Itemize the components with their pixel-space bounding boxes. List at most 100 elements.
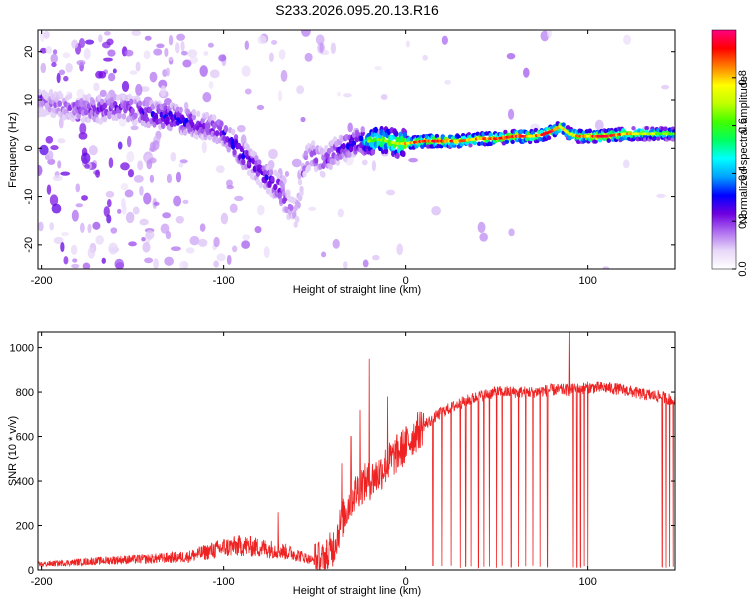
colorbar-tick-label: 0.4 [737, 166, 749, 181]
heatmap-cell [75, 203, 84, 208]
heatmap-cell [170, 246, 181, 252]
heatmap-cell [84, 163, 90, 169]
heatmap-cell [125, 211, 135, 224]
heatmap-cell [76, 60, 86, 66]
heatmap-cell [75, 183, 81, 193]
heatmap-cell [87, 246, 96, 259]
heatmap-cell [468, 143, 473, 148]
heatmap-cell [310, 140, 316, 147]
heatmap-cell [268, 148, 278, 160]
heatmap-cell [321, 171, 326, 178]
heatmap-cell [271, 39, 278, 45]
heatmap-cell [133, 119, 138, 126]
heatmap-cell [128, 98, 134, 106]
heatmap-cell [95, 235, 104, 245]
heatmap-cell [254, 226, 262, 234]
heatmap-cell [257, 35, 267, 45]
heatmap-cell [237, 124, 246, 133]
heatmap-cell [587, 128, 593, 134]
heatmap-cell [422, 54, 428, 61]
heatmap-cell [503, 129, 508, 135]
heatmap-cell [672, 129, 675, 134]
snr-panel: -200 -100 0 100 0 200 400 600 800 1000 Height of… [7, 331, 676, 597]
heatmap-cell [304, 52, 313, 62]
heatmap-cell [92, 221, 101, 230]
heatmap-cell [45, 46, 53, 54]
heatmap-cell [220, 212, 229, 225]
snr-x-tick-label: 100 [578, 576, 596, 588]
heatmap-cell [166, 173, 173, 184]
heatmap-cell [284, 171, 290, 177]
heatmap-cell [102, 115, 108, 123]
heatmap-cell [380, 94, 388, 100]
heatmap-cell [190, 121, 195, 128]
spectrogram-frame [37, 29, 676, 270]
heatmap-cell [115, 262, 125, 269]
heatmap-cell [121, 113, 127, 120]
heatmap-cell [206, 122, 211, 129]
heatmap-cell [348, 145, 354, 153]
heatmap-cell [165, 67, 170, 77]
heatmap-cell [241, 158, 246, 166]
heatmap-cell [149, 71, 158, 83]
heatmap-cell [225, 179, 233, 188]
heatmap-cell [508, 228, 515, 237]
heatmap-cell [408, 157, 418, 163]
heatmap-cell [47, 150, 54, 161]
heatmap-cell [383, 147, 389, 155]
heatmap-cell [401, 150, 406, 158]
heatmap-cell [149, 174, 155, 183]
heatmap-cell [80, 152, 91, 164]
spectrogram-x-label: Height of straight line (km) [293, 284, 421, 296]
heatmap-cell [507, 108, 515, 120]
heatmap-cell [372, 254, 380, 261]
heatmap-cell [63, 75, 69, 82]
heatmap-cell [57, 138, 66, 144]
heatmap-cell [292, 212, 297, 219]
heatmap-cell [83, 48, 91, 60]
heatmap-cell [179, 260, 189, 269]
spectrogram-y-ticks: -20 -10 0 10 20 [23, 46, 675, 253]
heatmap-cell [129, 70, 138, 75]
heatmap-cell [130, 125, 139, 131]
heatmap-cell [137, 100, 143, 107]
heatmap-cell [93, 82, 100, 92]
heatmap-cell [120, 183, 129, 191]
heatmap-cell [244, 88, 252, 95]
heatmap-cell [395, 152, 400, 159]
heatmap-cell [276, 172, 281, 179]
heatmap-cell [278, 49, 286, 60]
spectrogram-y-tick-label: -20 [23, 237, 35, 253]
heatmap-cell [103, 57, 113, 62]
heatmap-cell [124, 189, 134, 198]
heatmap-cell [56, 72, 61, 84]
heatmap-cell [86, 93, 92, 100]
heatmap-cell [444, 79, 451, 85]
heatmap-cell [254, 155, 259, 162]
heatmap-cell [244, 40, 250, 51]
heatmap-cell [631, 126, 636, 131]
heatmap-cell [70, 244, 78, 255]
heatmap-cell [71, 39, 79, 49]
heatmap-cell [99, 89, 107, 98]
heatmap-cell [130, 107, 135, 115]
heatmap-cell [168, 35, 174, 46]
heatmap-cell [61, 231, 69, 237]
heatmap-cell [296, 85, 305, 95]
heatmap-cell [506, 52, 516, 60]
snr-series-line [38, 332, 675, 570]
spectrogram-x-ticks: -200 -100 0 100 [31, 30, 597, 287]
heatmap-cell [263, 246, 270, 259]
heatmap-cell [257, 204, 265, 216]
heatmap-cell [661, 84, 670, 90]
spectrogram-y-tick-label: -10 [23, 189, 35, 205]
chart-title: S233.2026.095.20.13.R16 [275, 2, 439, 18]
heatmap-cell [561, 122, 566, 127]
colorbar-tick-label: 0.2 [737, 214, 749, 229]
snr-x-label: Height of straight line (km) [293, 585, 421, 597]
heatmap-cell [126, 151, 135, 163]
heatmap-cell [359, 135, 364, 142]
heatmap-cell [57, 100, 63, 107]
heatmap-cell [107, 49, 116, 57]
heatmap-cell [178, 162, 184, 168]
